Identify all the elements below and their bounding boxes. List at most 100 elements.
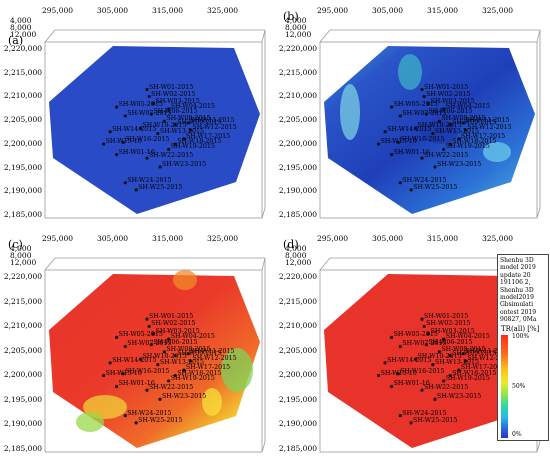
panel-b: (b) SH-W01-2015 SH-W02-2015 SH-W03-2015 SH-…: [275, 0, 550, 228]
well-label: SH-W07-2015: [127, 340, 172, 348]
legend-description: Shenhu 3D model 2019 update 20 191106 2,…: [500, 257, 537, 324]
well-label: SH-W06-2015: [153, 338, 198, 346]
y-tick-label: 2,195,000: [3, 162, 42, 172]
panel-label: (b): [283, 10, 299, 23]
well-label: SH-W09-2015: [452, 349, 497, 357]
well-label: SH-W23-2015: [437, 160, 482, 168]
z-tick-label: 4,000: [285, 244, 307, 253]
well-label: SH-W24-2015: [127, 176, 172, 184]
well-marker: [162, 350, 166, 354]
well-marker: [173, 123, 177, 127]
well-label: SH-W11-2015: [465, 347, 510, 355]
well-label: SH-W04-2015: [445, 102, 490, 110]
x-tick-label: 325,000: [482, 234, 514, 243]
box-edge: [319, 257, 331, 271]
y-tick-label: 2,200,000: [278, 370, 317, 380]
well-label: SH-W23-2015: [437, 393, 482, 401]
well-marker: [145, 388, 149, 392]
well-label: SH-W13-2015: [434, 358, 480, 366]
well-label: SH-W24-2015: [402, 176, 447, 184]
well-label: SH-W07-2015: [402, 340, 447, 348]
y-tick-label: 2,205,000: [3, 115, 42, 125]
well-label: SH-W04-2015: [170, 102, 215, 110]
y-tick-label: 2,205,000: [278, 345, 317, 355]
well-marker: [182, 137, 186, 141]
panel-b-svg: [319, 29, 541, 219]
variation-patch: [202, 388, 222, 416]
well-label: SH-W05-2015: [118, 101, 163, 109]
x-tick-label: 315,000: [152, 6, 184, 15]
y-tick-label: 2,210,000: [278, 91, 317, 101]
z-tick-label: 4,000: [10, 16, 32, 25]
well-marker: [390, 105, 394, 109]
well-marker: [424, 112, 428, 116]
well-marker: [108, 361, 112, 365]
y-tick-label: 2,185,000: [278, 210, 317, 219]
well-marker: [398, 181, 402, 185]
well-label: SH-W08-2015: [441, 115, 486, 123]
well-marker: [457, 137, 461, 141]
well-marker: [457, 368, 461, 372]
z-tick-label: 4,000: [285, 16, 307, 25]
x-tick-label: 315,000: [152, 234, 184, 243]
well-marker: [162, 119, 166, 123]
well-marker: [186, 352, 190, 356]
well-marker: [115, 335, 119, 339]
well-marker: [448, 142, 452, 146]
y-tick-label: 2,200,000: [278, 138, 317, 148]
panel-a-svg: [44, 29, 266, 219]
well-marker: [188, 359, 192, 363]
well-label: SH-W08-2015: [166, 115, 211, 123]
x-tick-label: 325,000: [207, 234, 239, 243]
well-label: SH-W17-2015: [185, 364, 231, 372]
legend-tick-min: 0%: [512, 431, 522, 438]
well-label: SH-W01-2015: [423, 83, 469, 91]
well-marker: [145, 317, 149, 321]
box-edge: [261, 207, 266, 219]
surface-map: [324, 274, 535, 448]
well-marker: [422, 94, 426, 99]
well-label: SH-W09-2015: [177, 349, 222, 357]
z-tick-label: 12,000: [10, 258, 37, 267]
well-label: SH-W17-2015: [460, 364, 506, 372]
well-marker: [101, 142, 106, 146]
well-label: SH-W25-2015: [138, 183, 183, 191]
well-marker: [424, 343, 428, 347]
x-tick-label: 305,000: [372, 6, 404, 15]
well-label: SH-W22-2015: [148, 152, 194, 160]
well-marker: [396, 140, 400, 144]
well-marker: [115, 153, 119, 157]
y-tick-label: 2,210,000: [3, 321, 42, 331]
well-label: SH-W16-2015: [125, 136, 170, 144]
well-label: SH-W18-2015: [177, 369, 222, 377]
z-tick-label: 8,000: [10, 23, 32, 32]
well-label: SH-W02-2015: [151, 320, 196, 328]
y-tick-label: 2,190,000: [3, 186, 42, 196]
x-tick-label: 305,000: [97, 6, 129, 15]
well-label: SH-W14-2015: [387, 125, 432, 133]
well-marker: [431, 131, 435, 136]
y-tick-label: 2,210,000: [3, 91, 42, 101]
well-marker: [167, 379, 171, 383]
well-label: SH-W13-2015: [434, 127, 480, 135]
well-marker: [442, 337, 446, 341]
well-marker: [186, 121, 190, 125]
well-marker: [433, 397, 437, 401]
well-label: SH-W05-2015: [393, 331, 438, 339]
well-marker: [147, 94, 151, 99]
well-marker: [448, 353, 452, 358]
z-tick-label: 8,000: [285, 23, 307, 32]
z-tick-label: 8,000: [10, 251, 32, 260]
well-label: SH-W16-2015: [400, 136, 445, 144]
well-marker: [383, 130, 387, 134]
well-label: SH-W14-2015: [387, 356, 432, 364]
well-label: SH-W15-16: [380, 369, 417, 377]
well-label: SH-W08-2015: [441, 345, 486, 353]
well-label: SH-W25-2015: [413, 416, 458, 424]
well-marker: [442, 147, 446, 151]
well-marker: [463, 128, 467, 132]
well-label: SH-W01-16: [118, 380, 155, 388]
well-marker: [390, 335, 394, 339]
x-tick-label: 295,000: [317, 234, 349, 243]
well-label: SH-W10-2015: [417, 353, 462, 361]
